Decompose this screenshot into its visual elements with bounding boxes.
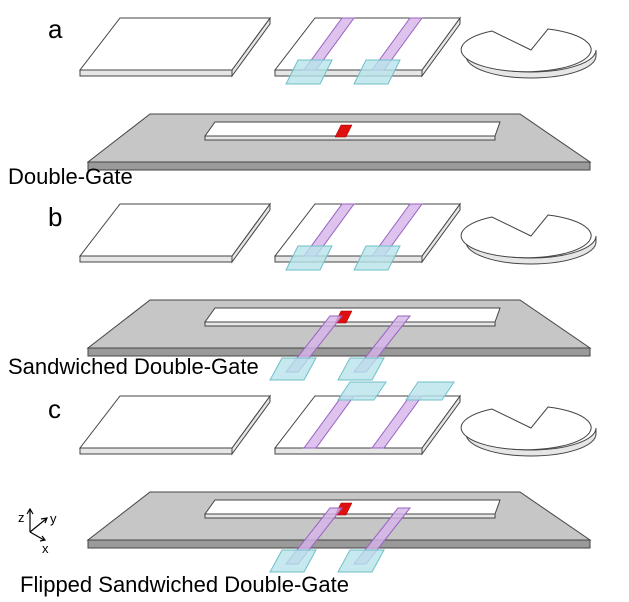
panel-a [80,18,596,170]
panel-caption: Sandwiched Double-Gate [8,354,259,379]
axis-label: z [18,510,25,525]
axes-icon [27,509,47,541]
panel-c [80,382,596,572]
axis-label: x [42,541,49,556]
panel-caption: Flipped Sandwiched Double-Gate [20,572,349,597]
axis-label: y [50,511,57,526]
panel-letter: b [48,202,62,232]
panel-letter: a [48,14,63,44]
panel-caption: Double-Gate [8,164,133,189]
panel-letter: c [48,394,61,424]
figure: a Double-Gate b Sandwiched Double-Gate c… [0,0,629,602]
